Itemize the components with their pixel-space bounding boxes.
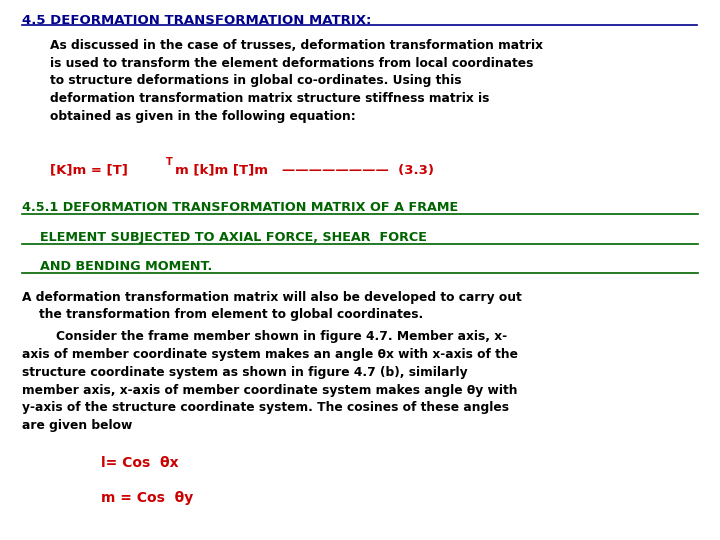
Text: m [k]m [T]m   ————————  (3.3): m [k]m [T]m ———————— (3.3) [175, 163, 434, 176]
Text: [K]m = [T]: [K]m = [T] [50, 163, 128, 176]
Text: l= Cos  θx: l= Cos θx [101, 456, 179, 470]
Text: m = Cos  θy: m = Cos θy [101, 491, 193, 505]
Text: 4.5.1 DEFORMATION TRANSFORMATION MATRIX OF A FRAME: 4.5.1 DEFORMATION TRANSFORMATION MATRIX … [22, 201, 458, 214]
Text: 4.5 DEFORMATION TRANSFORMATION MATRIX:: 4.5 DEFORMATION TRANSFORMATION MATRIX: [22, 14, 371, 26]
Text: As discussed in the case of trusses, deformation transformation matrix
is used t: As discussed in the case of trusses, def… [50, 39, 544, 123]
Text: A deformation transformation matrix will also be developed to carry out
    the : A deformation transformation matrix will… [22, 291, 521, 321]
Text: Consider the frame member shown in figure 4.7. Member axis, x-
axis of member co: Consider the frame member shown in figur… [22, 330, 518, 432]
Text: ELEMENT SUBJECTED TO AXIAL FORCE, SHEAR  FORCE: ELEMENT SUBJECTED TO AXIAL FORCE, SHEAR … [22, 231, 426, 244]
Text: AND BENDING MOMENT.: AND BENDING MOMENT. [22, 260, 212, 273]
Text: T: T [166, 157, 173, 167]
